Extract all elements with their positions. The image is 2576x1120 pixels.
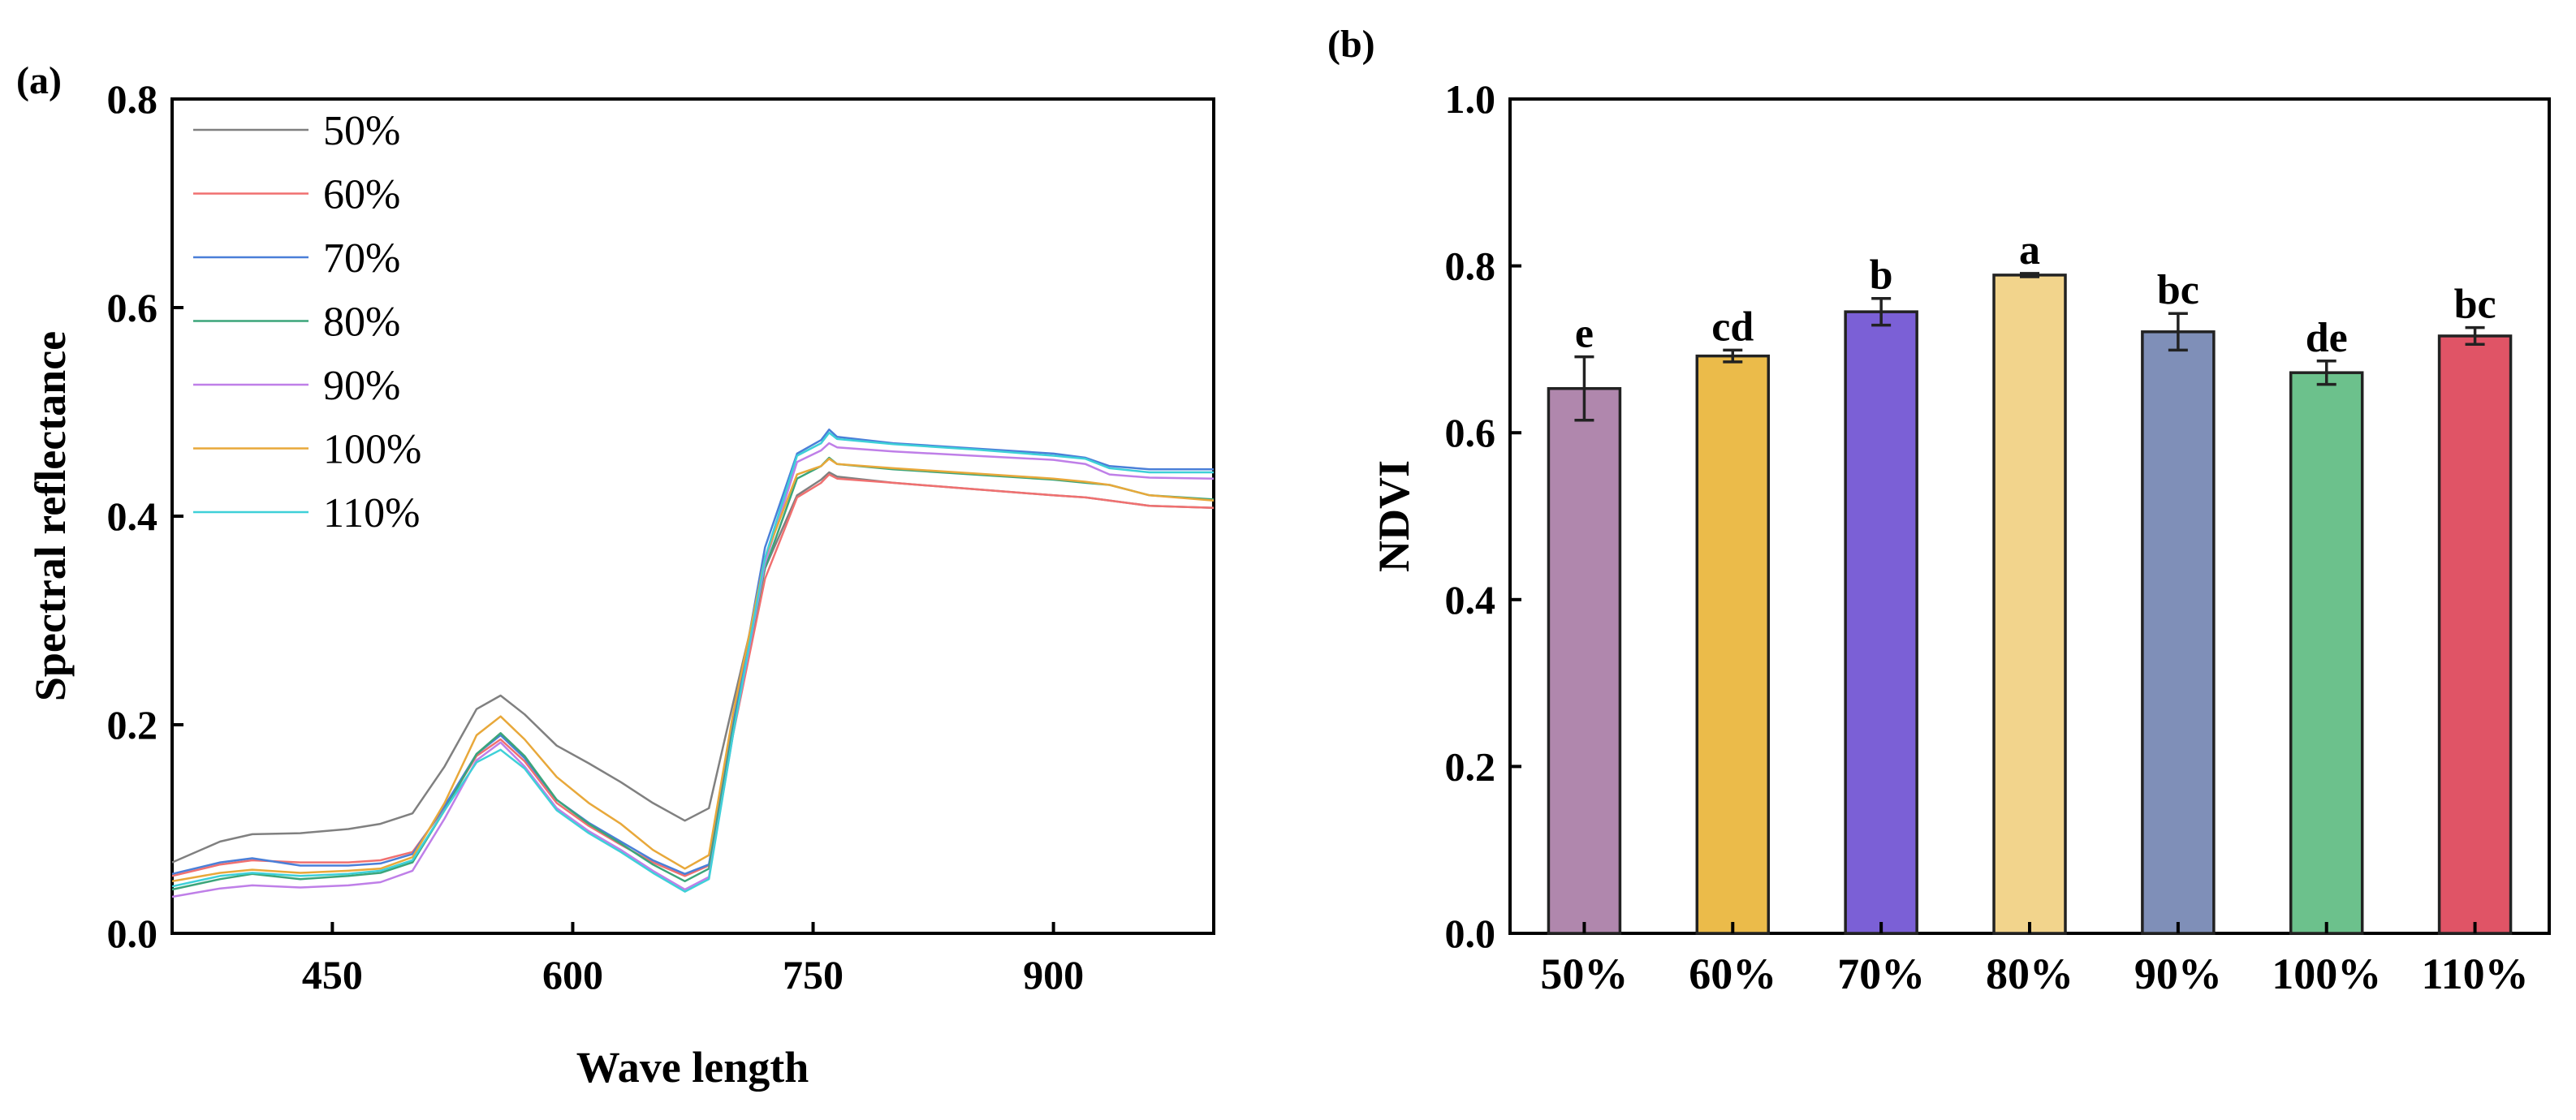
y-tick-label: 0.6 <box>1445 410 1496 455</box>
series-line-60pct <box>171 473 1215 877</box>
significance-label: a <box>2019 227 2040 274</box>
legend-entry: 70% <box>323 235 400 282</box>
series-line-110pct <box>171 431 1214 893</box>
y-tick-label: 0.2 <box>107 702 158 747</box>
y-tick-label: 1.0 <box>1445 76 1496 122</box>
panel-b-y-axis: 0.0 0.2 0.4 0.6 0.8 1.0 <box>1445 76 1521 956</box>
bar-60pct <box>1695 354 1771 935</box>
legend-entry: 60% <box>323 172 400 218</box>
x-tick-label: 100% <box>2272 950 2381 998</box>
panel-a-label: (a) <box>16 59 62 102</box>
x-tick-label: 60% <box>1689 950 1776 998</box>
bar-50pct <box>1547 386 1622 935</box>
panel-b-ndvi: (b) e cd b a bc de bc 0.0 0.2 0.4 0.6 0.8 1.0 50% 60… <box>1327 23 2551 998</box>
bar-110pct <box>2437 334 2513 935</box>
bar-100pct <box>2289 371 2364 935</box>
series-line-70pct <box>171 429 1214 876</box>
bar-70pct <box>1844 310 1918 935</box>
significance-label: bc <box>2454 282 2496 328</box>
x-tick-label: 80% <box>1986 950 2073 998</box>
x-tick-label: 110% <box>2422 950 2529 998</box>
panel-a-x-axis-title: Wave length <box>576 1043 809 1092</box>
y-tick-label: 0.8 <box>1445 243 1496 289</box>
legend-entry: 80% <box>323 299 400 346</box>
significance-label: de <box>2306 315 2348 361</box>
x-tick-label: 70% <box>1837 950 1925 998</box>
y-tick-label: 0.0 <box>1445 911 1496 956</box>
x-tick-label: 50% <box>1540 950 1628 998</box>
series-line-100pct <box>171 458 1215 883</box>
legend-entry: 50% <box>323 108 400 154</box>
panel-b-y-axis-title: NDVI <box>1370 460 1418 572</box>
legend-entry: 100% <box>323 427 421 473</box>
significance-label: e <box>1575 311 1594 357</box>
y-tick-label: 0.2 <box>1445 743 1496 789</box>
panel-b-x-axis: 50% 60% 70% 80% 90% 100% 110% <box>1540 922 2529 998</box>
series-line-90pct <box>171 442 1215 898</box>
significance-label: b <box>1870 252 1893 299</box>
panel-a-y-axis: 0.0 0.2 0.4 0.6 0.8 <box>107 76 183 956</box>
x-tick-label: 600 <box>542 952 603 997</box>
panel-b-bars: e cd b a bc de bc <box>1547 227 2513 935</box>
x-tick-label: 450 <box>302 952 363 997</box>
x-tick-label: 90% <box>2134 950 2222 998</box>
legend-entry: 110% <box>323 490 420 536</box>
panel-b-label: (b) <box>1327 23 1375 66</box>
panel-a-spectral-reflectance: (a) 0.0 0.2 0.4 0.6 0.8 450 600 750 900 50% 60% 7… <box>16 59 1215 1092</box>
y-tick-label: 0.4 <box>1445 577 1496 622</box>
legend-entry: 90% <box>323 363 400 409</box>
bar-80pct <box>1992 274 2067 935</box>
panel-a-series-lines <box>171 429 1215 898</box>
panel-a-legend: 50% 60% 70% 80% 90% 100% 110% <box>193 108 421 536</box>
y-tick-label: 0.0 <box>107 911 158 956</box>
x-tick-label: 900 <box>1023 952 1084 997</box>
y-tick-label: 0.6 <box>107 285 158 330</box>
y-tick-label: 0.4 <box>107 493 158 539</box>
significance-label: bc <box>2157 267 2199 313</box>
bar-90pct <box>2141 330 2216 935</box>
x-tick-label: 750 <box>783 952 844 997</box>
series-line-80pct <box>171 456 1215 891</box>
y-tick-label: 0.8 <box>107 76 158 122</box>
panel-a-x-axis: 450 600 750 900 <box>302 922 1084 997</box>
panel-a-y-axis-title: Spectral reflectance <box>26 331 75 701</box>
significance-label: cd <box>1711 304 1754 350</box>
